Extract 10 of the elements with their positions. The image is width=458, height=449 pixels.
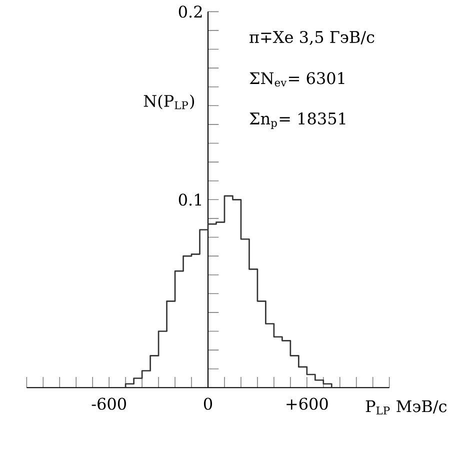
annotation: π∓Xe 3,5 ГэВ/c	[250, 30, 374, 46]
x-tick-label: 0	[204, 398, 212, 410]
annotation: Σn$_{p}$= 18351	[250, 112, 346, 129]
y-tick-label: 0.2	[178, 6, 202, 18]
x-tick-label: +600	[286, 398, 328, 410]
y-axis-title: N(P$_{LP}$)	[144, 94, 194, 110]
annotation: ΣN$_{ev}$= 6301	[250, 72, 344, 87]
x-axis-title: P$_{LP}$ МэВ/c	[366, 400, 447, 414]
y-tick-label: 0.1	[178, 194, 202, 206]
x-tick-label: -600	[92, 398, 126, 410]
